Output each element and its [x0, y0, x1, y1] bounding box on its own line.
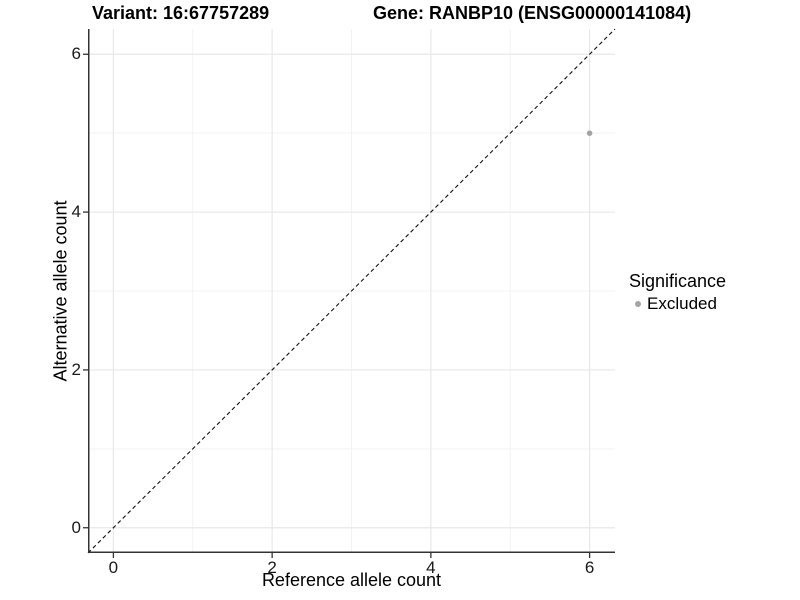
legend-point-icon: [635, 301, 641, 307]
plot-panel: [83, 28, 616, 558]
plot-canvas: [83, 28, 616, 558]
y-axis-title: Alternative allele count: [50, 200, 71, 382]
y-tick-label: 4: [71, 202, 81, 222]
legend-title: Significance: [629, 271, 727, 291]
x-tick-label: 4: [426, 558, 436, 577]
legend-entry-excluded: Excluded: [629, 294, 726, 314]
x-tick-label: 2: [267, 558, 277, 577]
plot-title-gene: Gene: RANBP10 (ENSG00000141084): [373, 3, 692, 23]
legend: Significance Excluded: [629, 271, 726, 314]
data-point: [586, 130, 593, 136]
y-tick-label: 2: [71, 359, 81, 379]
x-tick-label: 0: [108, 558, 119, 577]
y-tick-label: 6: [71, 44, 81, 64]
y-tick-label: 0: [71, 517, 81, 537]
legend-entry-label: Excluded: [647, 294, 717, 313]
plot-title-variant: Variant: 16:67757289: [92, 3, 270, 23]
x-tick-label: 6: [584, 558, 595, 577]
x-axis-title: Reference allele count: [261, 570, 442, 590]
